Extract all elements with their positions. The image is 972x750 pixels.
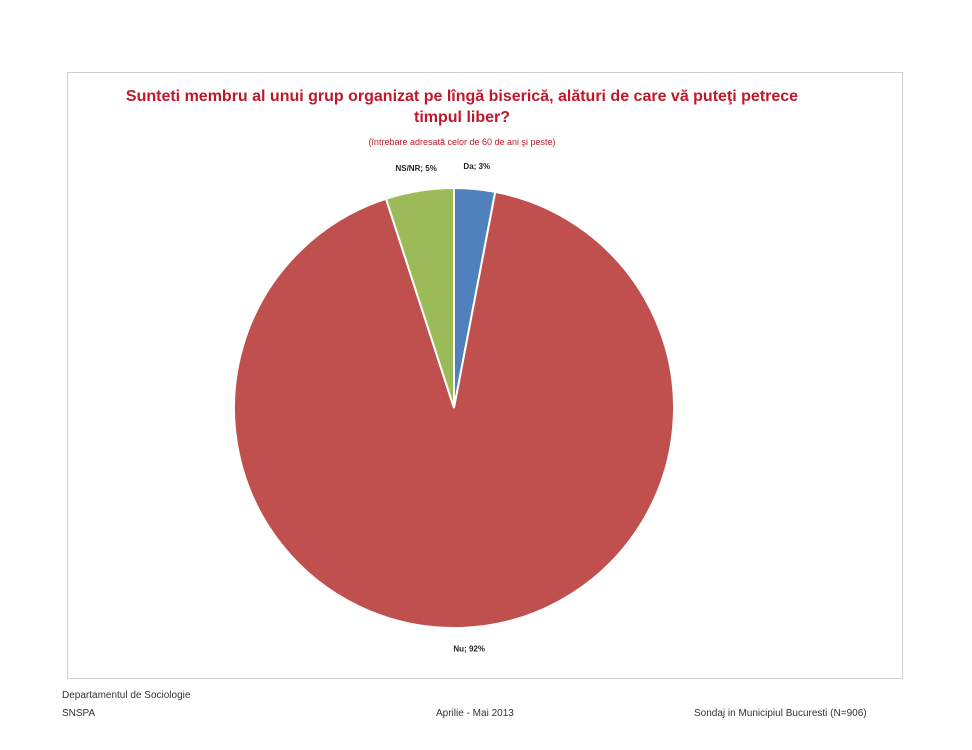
- footer-left: Departamentul de Sociologie: [62, 690, 191, 701]
- footer-center: Aprilie - Mai 2013: [436, 708, 514, 719]
- chart-subtitle: (întrebare adresată celor de 60 de ani ş…: [368, 137, 556, 147]
- data-label: NS/NR; 5%: [395, 164, 436, 173]
- footer-right: Sondaj in Municipiul Bucuresti (N=906): [694, 708, 867, 719]
- pie-slice: [384, 186, 455, 409]
- data-label: Nu; 92%: [453, 645, 485, 654]
- data-label: Da; 3%: [463, 162, 490, 171]
- chart-frame: [67, 72, 903, 679]
- footer-left: SNSPA: [62, 708, 96, 719]
- chart-title: Sunteti membru al unui grup organizat pe…: [125, 88, 799, 126]
- pie-slice: [233, 190, 675, 629]
